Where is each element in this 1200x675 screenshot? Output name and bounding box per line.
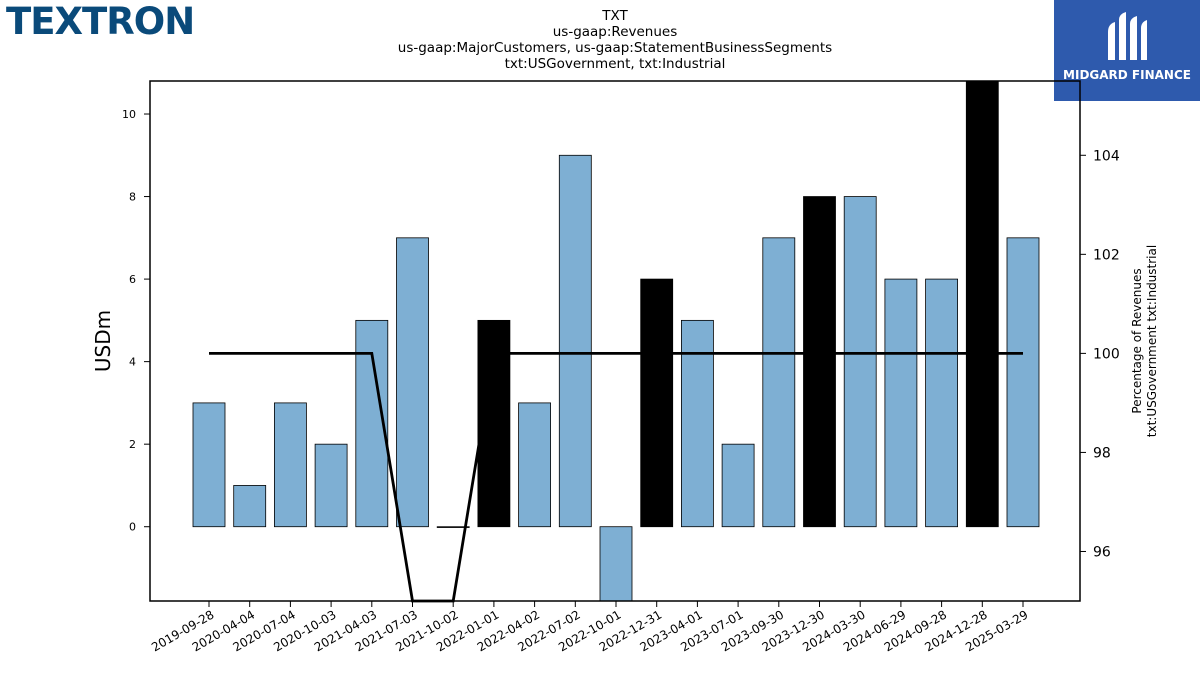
y-axis-left: 0 2 4 6 8 10 [122, 108, 150, 534]
y-tick-label: 2 [129, 438, 136, 451]
chart-title-line-1: TXT [602, 8, 628, 24]
y2-tick-label: 98 [1093, 445, 1111, 461]
y2-axis-label-line-1: Percentage of Revenues [1130, 268, 1144, 413]
bar-2023-12-30 [803, 196, 836, 528]
bar-2020-04-04 [233, 485, 267, 528]
y-tick-label: 6 [129, 273, 136, 286]
bar-2020-07-04 [273, 402, 307, 528]
chart-title-line-2: us-gaap:Revenues [552, 24, 678, 40]
y-tick-label: 10 [122, 108, 136, 121]
midgard-brand-label: MIDGARD FINANCE [1063, 68, 1191, 82]
y2-axis-label-line-2: txt:USGovernment txt:Industrial [1145, 245, 1159, 437]
bar-2022-07-02 [558, 154, 592, 528]
bar-2022-10-01 [599, 526, 633, 602]
bar-2021-07-03 [396, 237, 429, 528]
midgard-logo-icon [1108, 12, 1147, 60]
bar-2019-09-28 [192, 402, 226, 528]
y-axis-label: USDm [91, 310, 115, 372]
midgard-finance-logo: MIDGARD FINANCE [1054, 0, 1200, 101]
bar-2024-06-29 [884, 278, 918, 528]
textron-logo: TEXTRON [6, 0, 195, 43]
percentage-line-layer [209, 351, 1023, 603]
y2-tick-label: 104 [1093, 148, 1120, 164]
y-tick-label: 8 [129, 191, 136, 204]
bar-2023-07-01 [721, 443, 755, 528]
bar-2023-09-30 [762, 237, 796, 528]
y2-tick-label: 100 [1093, 346, 1120, 362]
y2-tick-label: 96 [1093, 544, 1111, 560]
bar-2022-04-02 [518, 402, 551, 528]
y-tick-label: 4 [129, 356, 136, 369]
bars-layer [192, 80, 1040, 602]
percentage-series-line [209, 351, 1023, 603]
bar-2021-10-02 [436, 526, 470, 528]
bar-2024-12-28 [965, 80, 999, 528]
x-axis: 2019-09-282020-04-042020-07-042020-10-03… [149, 601, 1031, 654]
y2-tick-label: 102 [1093, 247, 1120, 263]
bar-2023-04-01 [681, 319, 714, 528]
chart-title-line-3: us-gaap:MajorCustomers, us-gaap:Statemen… [397, 40, 833, 56]
y-axis-right: 96 98 100 102 104 [1080, 148, 1120, 560]
bar-2024-03-30 [843, 196, 877, 528]
y-tick-label: 0 [129, 521, 136, 534]
bar-2022-12-31 [640, 278, 674, 528]
plot-frame [149, 80, 1081, 602]
bar-2020-10-03 [314, 443, 348, 528]
bar-2025-03-29 [1006, 237, 1040, 528]
bar-2024-09-28 [925, 278, 958, 528]
chart-title-line-4: txt:USGovernment, txt:Industrial [504, 56, 726, 72]
